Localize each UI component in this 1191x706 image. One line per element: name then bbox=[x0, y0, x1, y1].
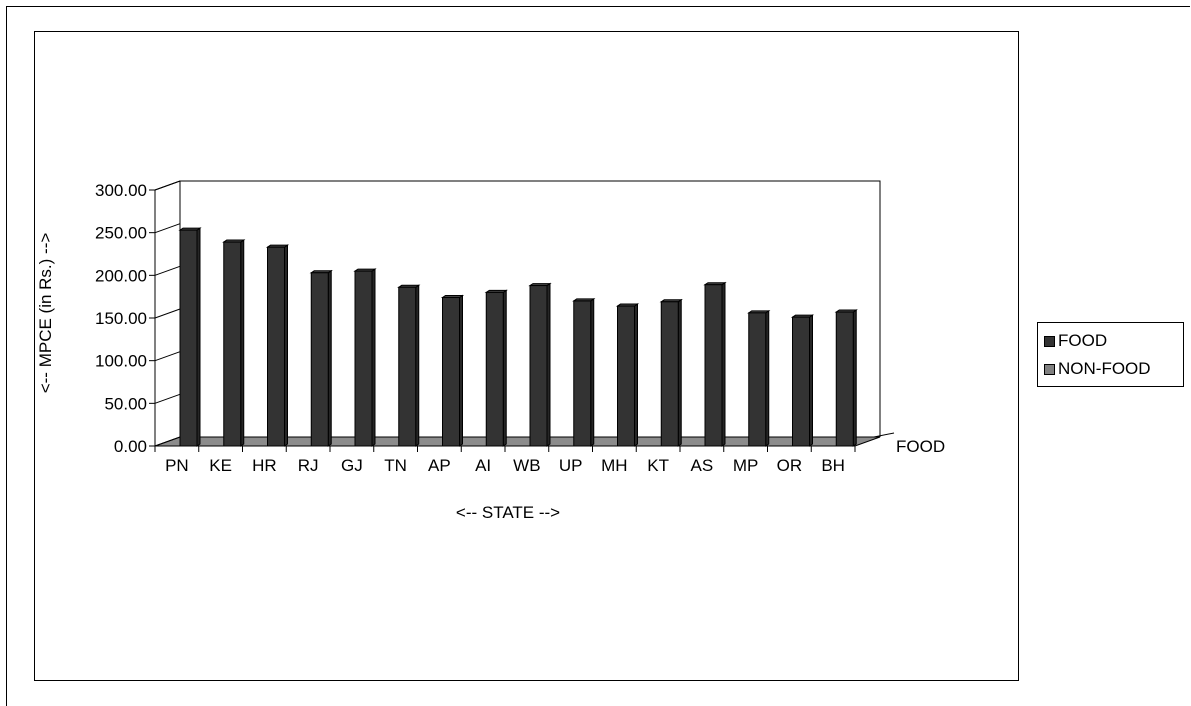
y-tick-label: 200.00 bbox=[95, 266, 147, 285]
x-tick-label-ap: AP bbox=[428, 456, 451, 475]
plot-floor bbox=[154, 436, 881, 447]
x-tick-label-pn: PN bbox=[165, 456, 189, 475]
bar-food-gj bbox=[353, 268, 377, 447]
bar-food-as bbox=[703, 281, 727, 447]
outer-frame bbox=[6, 6, 1190, 706]
bar-food-ap bbox=[440, 294, 465, 447]
x-tick-label-mh: MH bbox=[601, 456, 627, 475]
bar-food-tn-front bbox=[398, 286, 417, 447]
bar-food-up bbox=[572, 297, 596, 447]
bar-food-hr-front bbox=[267, 246, 285, 447]
bars-layer bbox=[178, 227, 858, 447]
bar-food-mh-front bbox=[617, 305, 635, 447]
y-tick-depth bbox=[154, 393, 181, 404]
bar-food-gj-front bbox=[354, 270, 373, 447]
y-tick-label: 250.00 bbox=[95, 224, 147, 243]
bar-food-or bbox=[790, 314, 815, 447]
bar-food-mh bbox=[615, 303, 640, 447]
bar-food-pn bbox=[178, 227, 202, 447]
bar-food-tn bbox=[397, 284, 421, 447]
bar-food-rj bbox=[309, 269, 333, 447]
bar-food-as-front bbox=[704, 284, 723, 447]
x-tick-label-mp: MP bbox=[733, 456, 759, 475]
y-axis-label: <-- MPCE (in Rs.) --> bbox=[36, 233, 55, 394]
bar-food-ai bbox=[484, 289, 508, 447]
bar-food-rj-front bbox=[310, 272, 329, 447]
x-tick-label-kt: KT bbox=[647, 456, 669, 475]
x-tick-label-wb: WB bbox=[513, 456, 540, 475]
plot-walls bbox=[154, 180, 895, 447]
bar-food-mp-front bbox=[748, 312, 767, 447]
y-tick-depth bbox=[154, 308, 181, 319]
x-tick-label-bh: BH bbox=[821, 456, 845, 475]
x-tick-label-as: AS bbox=[691, 456, 714, 475]
legend-swatch-food bbox=[1044, 335, 1055, 347]
y-tick-label: 150.00 bbox=[95, 309, 147, 328]
legend-swatch-non-food bbox=[1044, 363, 1055, 375]
bar-food-wb bbox=[528, 282, 552, 447]
x-axis-label: <-- STATE --> bbox=[456, 503, 560, 522]
bar-food-or-front bbox=[792, 316, 810, 447]
legend-item-food: FOOD bbox=[1044, 330, 1107, 352]
back-wall-edge bbox=[154, 180, 881, 437]
bar-food-ai-front bbox=[485, 291, 504, 447]
bar-food-hr bbox=[265, 244, 290, 447]
legend-label-food: FOOD bbox=[1058, 331, 1108, 350]
bar-food-up-front bbox=[573, 300, 592, 447]
x-tick-label-or: OR bbox=[777, 456, 803, 475]
legend-label-non-food: NON-FOOD bbox=[1058, 359, 1151, 378]
x-tick-label-up: UP bbox=[559, 456, 583, 475]
x-tick-label-ke: KE bbox=[209, 456, 232, 475]
depth-axis-label: FOOD bbox=[896, 437, 945, 456]
y-tick-depth bbox=[154, 180, 181, 191]
y-ticks-layer: 0.00 50.00 100.00 150.00 200.00 250.00 300.00 bbox=[95, 180, 181, 456]
x-tick-label-ai: AI bbox=[475, 456, 491, 475]
legend: FOOD NON-FOOD bbox=[1037, 322, 1184, 387]
bar-food-ap-front bbox=[442, 297, 460, 447]
bar-food-kt bbox=[659, 298, 683, 447]
y-tick-depth bbox=[154, 223, 181, 234]
bar-food-ke-front bbox=[223, 241, 242, 447]
y-tick-label: 0.00 bbox=[114, 437, 147, 456]
x-tick-label-tn: TN bbox=[384, 456, 407, 475]
x-ticks-layer: PN KE HR RJ GJ TN AP AI WB UP MH KT AS MP OR BH bbox=[154, 445, 856, 475]
bar-food-ke bbox=[222, 239, 246, 447]
bar-food-bh bbox=[834, 309, 858, 447]
legend-item-non-food: NON-FOOD bbox=[1044, 358, 1151, 380]
y-tick-label: 300.00 bbox=[95, 181, 147, 200]
bar-food-wb-front bbox=[529, 285, 548, 447]
y-tick-depth bbox=[154, 351, 181, 362]
y-tick-depth bbox=[154, 265, 181, 276]
chart-area bbox=[34, 31, 1019, 681]
bar-food-kt-front bbox=[660, 301, 679, 447]
y-tick-label: 100.00 bbox=[95, 352, 147, 371]
bar-food-pn-front bbox=[179, 229, 198, 447]
bar-food-mp bbox=[747, 309, 771, 447]
x-tick-label-rj: RJ bbox=[298, 456, 319, 475]
y-tick-label: 50.00 bbox=[104, 394, 147, 413]
y-tick-depth bbox=[154, 436, 181, 447]
bar-food-bh-front bbox=[835, 311, 854, 447]
x-tick-label-hr: HR bbox=[252, 456, 277, 475]
x-tick-label-gj: GJ bbox=[341, 456, 363, 475]
depth-tick bbox=[873, 432, 895, 438]
